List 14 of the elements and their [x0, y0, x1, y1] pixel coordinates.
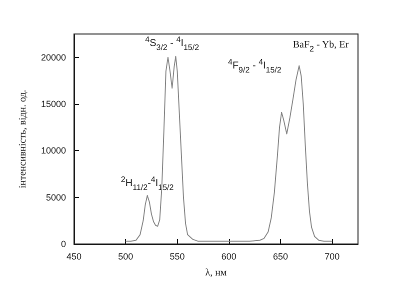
y-axis-title: інтенсивність, відн. од. [18, 90, 28, 188]
y-tick-label: 10000 [40, 146, 66, 156]
x-tick-label: 650 [273, 252, 288, 262]
x-axis-title: λ, нм [205, 268, 228, 278]
x-tick-label: 500 [118, 252, 134, 262]
y-tick-label: 5000 [46, 192, 66, 202]
y-tick-label: 0 [60, 239, 66, 249]
y-tick-label: 15000 [40, 99, 66, 109]
line-series [125, 56, 333, 242]
x-tick-label: 600 [221, 252, 236, 262]
y-tick-label: 20000 [40, 52, 66, 62]
x-tick-label: 700 [324, 252, 340, 262]
x-tick-label: 450 [66, 252, 82, 262]
x-tick-label: 550 [170, 252, 185, 262]
